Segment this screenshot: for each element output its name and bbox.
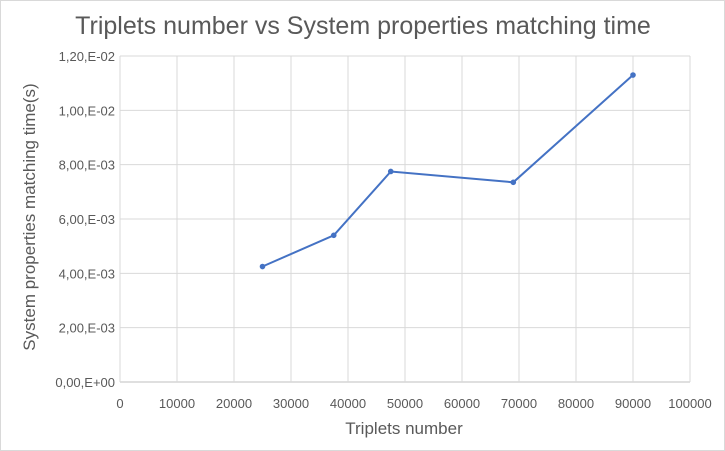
tick-labels: 0,00,E+00 2,00,E-03 4,00,E-03 6,00,E-03 8,00… (55, 49, 711, 411)
data-point (259, 263, 266, 270)
x-tick-label: 20000 (216, 396, 252, 411)
x-tick-label: 0 (116, 396, 123, 411)
y-tick-label: 4,00,E-03 (59, 266, 115, 281)
y-axis-label: System properties matching time(s) (20, 83, 39, 350)
y-tick-label: 0,00,E+00 (55, 375, 115, 390)
series (259, 72, 636, 270)
x-tick-label: 90000 (615, 396, 651, 411)
x-tick-label: 70000 (501, 396, 537, 411)
data-point (630, 72, 636, 78)
x-tick-label: 10000 (159, 396, 195, 411)
data-point (330, 232, 337, 239)
y-tick-label: 8,00,E-03 (59, 158, 115, 173)
y-tick-label: 2,00,E-03 (59, 321, 115, 336)
x-axis-label: Triplets number (345, 419, 463, 438)
chart-title: Triplets number vs System properties mat… (75, 12, 651, 40)
y-tick-label: 6,00,E-03 (59, 212, 115, 227)
x-tick-label: 50000 (387, 396, 423, 411)
series-line (262, 74, 634, 268)
data-point (387, 168, 394, 175)
y-tick-label: 1,20,E-02 (59, 49, 115, 64)
x-tick-label: 30000 (273, 396, 309, 411)
gridlines (119, 55, 691, 383)
x-tick-label: 60000 (444, 396, 480, 411)
x-tick-label: 40000 (330, 396, 366, 411)
y-tick-label: 1,00,E-02 (59, 103, 115, 118)
data-point (510, 179, 517, 186)
x-tick-label: 80000 (558, 396, 594, 411)
x-tick-label: 100000 (668, 396, 711, 411)
